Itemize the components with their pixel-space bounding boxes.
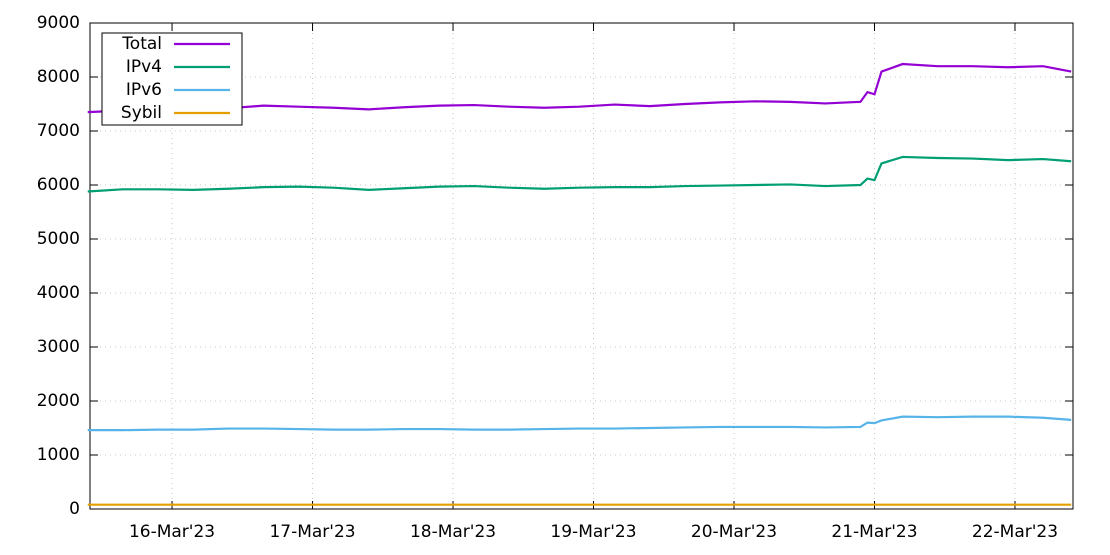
series-line <box>87 415 1072 432</box>
legend-label: Sybil <box>121 103 162 123</box>
y-tick-label: 1000 <box>37 445 80 465</box>
x-tick-label: 21-Mar'23 <box>831 522 917 542</box>
y-tick-label: 8000 <box>37 67 80 87</box>
y-tick-label: 6000 <box>37 175 80 195</box>
x-tick-label: 16-Mar'23 <box>129 522 215 542</box>
y-tick-label: 9000 <box>37 13 80 33</box>
plot-frame <box>89 22 1074 510</box>
series-line <box>87 155 1072 193</box>
legend-label: IPv6 <box>126 80 162 100</box>
y-tick-label: 2000 <box>37 391 80 411</box>
x-tick-label: 18-Mar'23 <box>410 522 496 542</box>
y-tick-label: 3000 <box>37 337 80 357</box>
legend-label: IPv4 <box>126 57 162 77</box>
legend-box <box>101 32 243 126</box>
series-line <box>87 62 1072 114</box>
legend-label: Total <box>121 34 162 54</box>
y-tick-label: 7000 <box>37 121 80 141</box>
x-tick-label: 17-Mar'23 <box>269 522 355 542</box>
x-tick-label: 19-Mar'23 <box>550 522 636 542</box>
y-tick-label: 0 <box>69 499 80 519</box>
y-tick-label: 5000 <box>37 229 80 249</box>
x-tick-label: 20-Mar'23 <box>691 522 777 542</box>
y-tick-label: 4000 <box>37 283 80 303</box>
x-tick-label: 22-Mar'23 <box>972 522 1058 542</box>
